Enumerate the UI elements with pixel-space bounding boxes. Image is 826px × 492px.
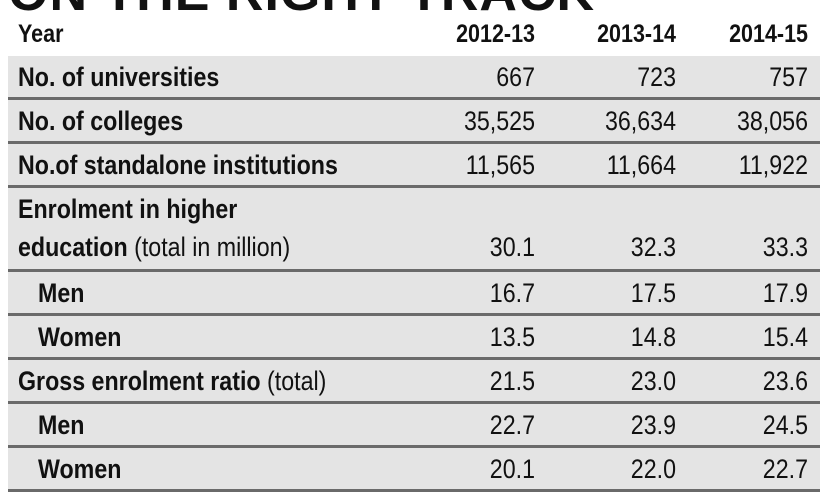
cell: 11,664 — [606, 150, 676, 180]
cell: 11,565 — [465, 150, 535, 180]
cell: 723 — [637, 62, 676, 92]
cell: 11,922 — [738, 150, 808, 180]
cell: 33.3 — [762, 232, 808, 262]
row-label: Gross enrolment ratio (total) — [18, 366, 326, 396]
row-label-text: education — [18, 232, 128, 262]
table-row: Men 16.7 17.5 17.9 — [8, 272, 820, 316]
table-row: Men 22.7 23.9 24.5 — [8, 404, 820, 448]
row-label: Women — [38, 454, 122, 484]
row-label: Men — [38, 410, 85, 440]
cell: 24.5 — [762, 410, 808, 440]
cell: 30.1 — [489, 232, 535, 262]
cell: 22.7 — [762, 454, 808, 484]
cell: 32.3 — [630, 232, 676, 262]
row-label-line1: Enrolment in higher — [18, 194, 238, 224]
header-row: Year 2012-13 2013-14 2014-15 — [8, 16, 820, 54]
cell: 23.6 — [762, 366, 808, 396]
header-col: 2012-13 — [456, 20, 535, 48]
table-row: No. of universities 667 723 757 — [8, 56, 820, 100]
row-label-line2: education (total in million) — [18, 232, 290, 262]
header-col: 2013-14 — [597, 20, 676, 48]
cell: 667 — [496, 62, 535, 92]
table-row: Gross enrolment ratio (total) 21.5 23.0 … — [8, 360, 820, 404]
cell: 38,056 — [736, 106, 808, 136]
cell: 23.0 — [630, 366, 676, 396]
cell: 23.9 — [630, 410, 676, 440]
cell: 36,634 — [604, 106, 676, 136]
row-label: No. of universities — [18, 62, 220, 92]
cell: 35,525 — [463, 106, 535, 136]
header-year: Year — [18, 20, 64, 48]
table-row: Women 20.1 22.0 22.7 — [8, 448, 820, 492]
row-label: No. of colleges — [18, 106, 184, 136]
table-row: Enrolment in higher education (total in … — [8, 188, 820, 272]
cell: 20.1 — [489, 454, 535, 484]
cell: 22.0 — [630, 454, 676, 484]
cell: 757 — [769, 62, 808, 92]
table-row: Women 13.5 14.8 15.4 — [8, 316, 820, 360]
cell: 16.7 — [489, 278, 535, 308]
row-label-note: (total) — [267, 366, 327, 396]
table-row: No. of colleges 35,525 36,634 38,056 — [8, 100, 820, 144]
row-label-note: (total in million) — [134, 232, 291, 262]
row-label-text: Gross enrolment ratio — [18, 366, 261, 396]
table-title: ON THE RIGHT TRACK — [8, 0, 595, 12]
cell: 17.5 — [630, 278, 676, 308]
table-row: No.of standalone institutions 11,565 11,… — [8, 144, 820, 188]
cell: 17.9 — [762, 278, 808, 308]
row-label: No.of standalone institutions — [18, 150, 338, 180]
cell: 21.5 — [489, 366, 535, 396]
cell: 13.5 — [489, 322, 535, 352]
header-col: 2014-15 — [729, 20, 808, 48]
row-label: Women — [38, 322, 122, 352]
row-label: Men — [38, 278, 85, 308]
table-title-wrap: ON THE RIGHT TRACK — [8, 0, 820, 12]
cell: 14.8 — [630, 322, 676, 352]
cell: 22.7 — [489, 410, 535, 440]
cell: 15.4 — [762, 322, 808, 352]
